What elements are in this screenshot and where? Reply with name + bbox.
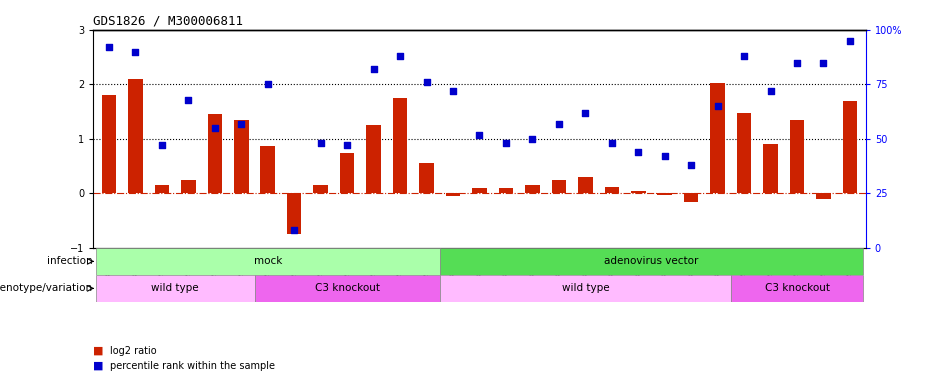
Text: log2 ratio: log2 ratio [110, 346, 156, 355]
Bar [631, 190, 645, 194]
Text: GDS1826 / M300006811: GDS1826 / M300006811 [93, 15, 243, 27]
Text: C3 knockout: C3 knockout [764, 284, 830, 293]
Point [446, 88, 461, 94]
Point [710, 103, 725, 109]
Bar [314, 185, 328, 194]
Bar [261, 146, 275, 194]
Bar [208, 114, 223, 194]
Point [181, 97, 196, 103]
Bar [128, 79, 142, 194]
Point [208, 125, 223, 131]
Point [313, 140, 328, 146]
Bar [710, 83, 725, 194]
Bar [551, 180, 566, 194]
Bar [578, 177, 593, 194]
Bar [340, 153, 355, 194]
Point [366, 66, 381, 72]
Bar [366, 125, 381, 194]
Point [287, 228, 302, 234]
Point [340, 142, 355, 148]
Point [419, 79, 434, 85]
Bar [254, 275, 439, 302]
Bar [419, 164, 434, 194]
Bar [234, 120, 249, 194]
Bar [684, 194, 698, 202]
Text: wild type: wild type [561, 284, 609, 293]
Bar [843, 101, 857, 194]
Bar [731, 275, 863, 302]
Point [393, 53, 408, 59]
Text: mock: mock [253, 256, 282, 266]
Point [128, 49, 142, 55]
Point [261, 81, 276, 87]
Point [736, 53, 751, 59]
Bar [604, 187, 619, 194]
Bar [101, 95, 116, 194]
Point [683, 162, 698, 168]
Bar [446, 194, 460, 196]
Bar [763, 144, 777, 194]
Point [472, 132, 487, 138]
Bar [816, 194, 830, 199]
Bar [287, 194, 302, 234]
Text: adenovirus vector: adenovirus vector [604, 256, 698, 266]
Bar [155, 185, 169, 194]
Bar [393, 98, 408, 194]
Bar [96, 275, 254, 302]
Point [578, 110, 593, 116]
Text: ■: ■ [93, 361, 103, 370]
Point [551, 121, 566, 127]
Bar [439, 275, 731, 302]
Bar [182, 180, 196, 194]
Point [789, 60, 804, 66]
Point [843, 38, 857, 44]
Bar [789, 120, 804, 194]
Point [604, 140, 619, 146]
Bar [499, 188, 513, 194]
Point [631, 149, 646, 155]
Point [763, 88, 778, 94]
Bar [525, 185, 540, 194]
Bar [736, 113, 751, 194]
Text: wild type: wild type [152, 284, 199, 293]
Bar [657, 194, 672, 195]
Bar [439, 248, 863, 275]
Point [657, 153, 672, 159]
Bar [96, 248, 439, 275]
Point [525, 136, 540, 142]
Text: infection: infection [47, 256, 92, 266]
Text: percentile rank within the sample: percentile rank within the sample [110, 361, 275, 370]
Point [498, 140, 513, 146]
Text: ■: ■ [93, 346, 103, 355]
Point [155, 142, 169, 148]
Text: C3 knockout: C3 knockout [315, 284, 380, 293]
Point [101, 44, 116, 50]
Point [816, 60, 831, 66]
Bar [472, 188, 487, 194]
Point [234, 121, 249, 127]
Text: genotype/variation: genotype/variation [0, 284, 92, 293]
